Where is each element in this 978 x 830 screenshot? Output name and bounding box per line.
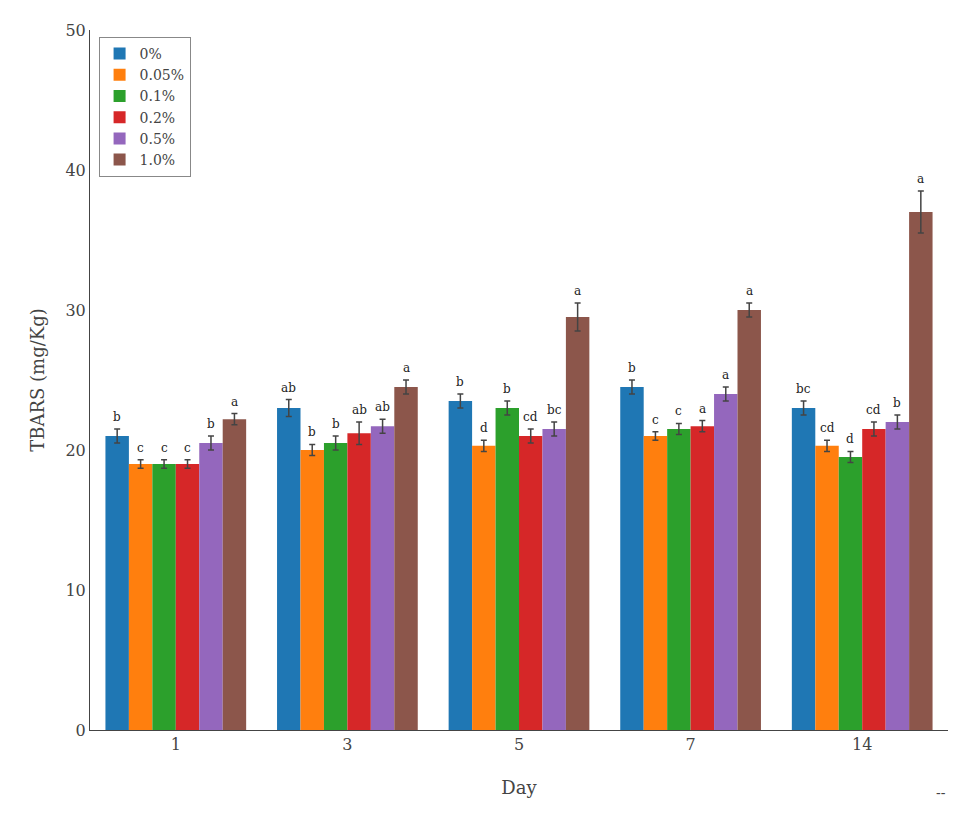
- svg-text:a: a: [403, 361, 410, 375]
- svg-text:20: 20: [65, 441, 85, 460]
- svg-text:40: 40: [65, 161, 85, 180]
- svg-text:c: c: [161, 441, 168, 455]
- svg-text:0.05%: 0.05%: [140, 67, 184, 83]
- svg-text:c: c: [652, 413, 659, 427]
- svg-text:0.1%: 0.1%: [140, 88, 176, 104]
- svg-text:b: b: [628, 361, 636, 375]
- svg-text:bc: bc: [547, 403, 562, 417]
- svg-text:bc: bc: [796, 382, 811, 396]
- svg-text:0.5%: 0.5%: [140, 131, 176, 147]
- svg-text:c: c: [184, 441, 191, 455]
- svg-text:ab: ab: [375, 400, 390, 414]
- svg-text:0%: 0%: [140, 46, 162, 62]
- svg-text:a: a: [574, 284, 581, 298]
- svg-text:c: c: [675, 404, 682, 418]
- svg-text:b: b: [503, 382, 511, 396]
- svg-text:b: b: [113, 410, 121, 424]
- svg-text:ab: ab: [281, 381, 296, 395]
- svg-text:b: b: [332, 417, 340, 431]
- svg-text:10: 10: [65, 581, 85, 600]
- svg-text:14: 14: [852, 735, 872, 754]
- svg-text:b: b: [456, 375, 464, 389]
- svg-text:TBARS (mg/Kg): TBARS (mg/Kg): [27, 308, 48, 452]
- svg-text:cd: cd: [523, 410, 538, 424]
- svg-text:b: b: [308, 425, 316, 439]
- svg-text:30: 30: [65, 301, 85, 320]
- svg-text:5: 5: [514, 735, 524, 754]
- svg-text:cd: cd: [820, 421, 835, 435]
- svg-text:0.2%: 0.2%: [140, 110, 176, 126]
- svg-text:a: a: [231, 395, 238, 409]
- svg-text:Day: Day: [501, 777, 537, 798]
- svg-text:0: 0: [76, 721, 86, 740]
- svg-text:--: --: [936, 785, 946, 801]
- svg-text:50: 50: [65, 21, 85, 40]
- svg-text:d: d: [480, 421, 488, 435]
- svg-text:a: a: [722, 368, 729, 382]
- svg-text:a: a: [746, 284, 753, 298]
- svg-text:c: c: [137, 441, 144, 455]
- svg-text:b: b: [893, 396, 901, 410]
- svg-text:a: a: [699, 402, 706, 416]
- svg-text:7: 7: [686, 735, 696, 754]
- svg-text:d: d: [846, 432, 854, 446]
- svg-text:3: 3: [342, 735, 352, 754]
- svg-text:a: a: [917, 172, 924, 186]
- svg-text:cd: cd: [866, 403, 881, 417]
- svg-text:1: 1: [171, 735, 181, 754]
- svg-text:1.0%: 1.0%: [140, 152, 176, 168]
- svg-text:ab: ab: [352, 403, 367, 417]
- svg-text:b: b: [207, 417, 215, 431]
